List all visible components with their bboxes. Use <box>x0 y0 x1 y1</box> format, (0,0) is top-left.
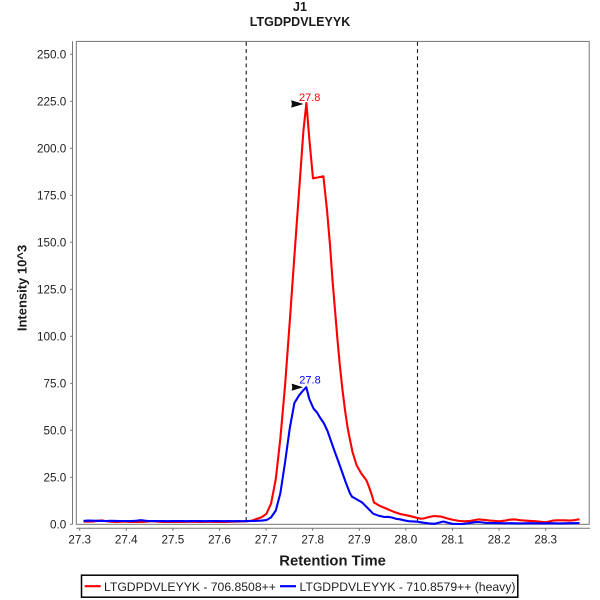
svg-text:27.4: 27.4 <box>115 533 138 546</box>
svg-text:125.0: 125.0 <box>37 283 67 296</box>
svg-text:50.0: 50.0 <box>44 424 67 437</box>
svg-text:27.7: 27.7 <box>255 533 278 546</box>
svg-text:27.8: 27.8 <box>299 92 320 104</box>
svg-text:75.0: 75.0 <box>44 377 67 390</box>
svg-text:LTGDPDVLEYYK: LTGDPDVLEYYK <box>250 15 350 29</box>
svg-text:150.0: 150.0 <box>37 236 67 249</box>
svg-text:J1: J1 <box>293 0 307 14</box>
svg-text:225.0: 225.0 <box>37 95 67 108</box>
svg-text:27.5: 27.5 <box>162 533 185 546</box>
svg-text:25.0: 25.0 <box>44 471 67 484</box>
svg-text:Intensity 10^3: Intensity 10^3 <box>15 245 30 331</box>
svg-text:27.9: 27.9 <box>348 533 371 546</box>
svg-text:250.0: 250.0 <box>37 48 67 61</box>
svg-text:Retention Time: Retention Time <box>279 554 386 570</box>
svg-text:200.0: 200.0 <box>37 142 67 155</box>
svg-text:100.0: 100.0 <box>37 330 67 343</box>
svg-text:27.3: 27.3 <box>68 533 91 546</box>
svg-text:28.0: 28.0 <box>395 533 418 546</box>
svg-text:27.6: 27.6 <box>208 533 231 546</box>
svg-text:0.0: 0.0 <box>50 518 67 531</box>
svg-text:LTGDPDVLEYYK - 706.8508++: LTGDPDVLEYYK - 706.8508++ <box>104 580 276 594</box>
svg-text:28.1: 28.1 <box>441 533 464 546</box>
svg-text:27.8: 27.8 <box>301 533 324 546</box>
svg-text:28.3: 28.3 <box>534 533 557 546</box>
svg-text:28.2: 28.2 <box>488 533 511 546</box>
svg-text:LTGDPDVLEYYK - 710.8579++ (hea: LTGDPDVLEYYK - 710.8579++ (heavy) <box>300 580 516 594</box>
svg-text:175.0: 175.0 <box>37 189 67 202</box>
svg-text:27.8: 27.8 <box>299 375 320 387</box>
